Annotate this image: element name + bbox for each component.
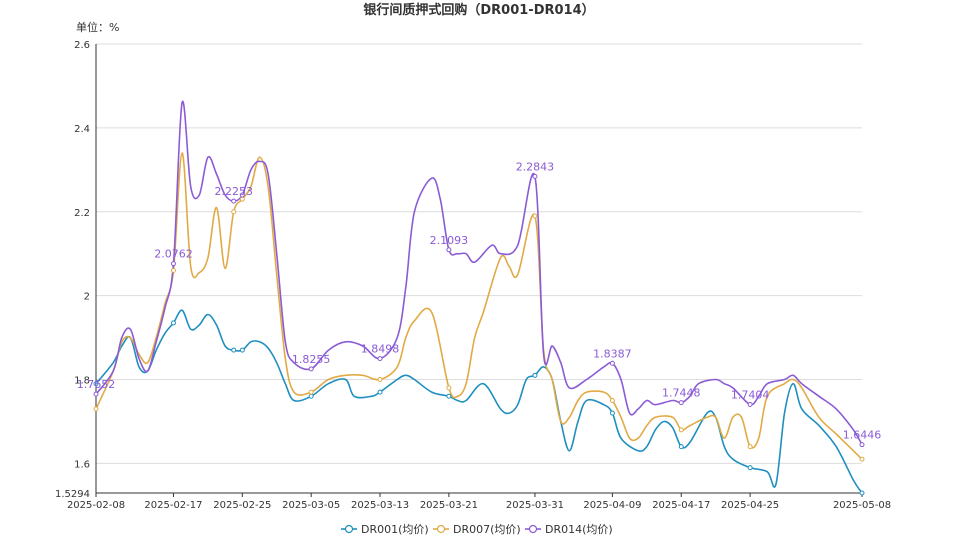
data-label: 1.6446: [843, 429, 882, 442]
data-label: 2.2253: [214, 185, 253, 198]
x-tick-label: 2025-03-21: [420, 500, 478, 511]
data-label: 1.8498: [361, 343, 400, 356]
data-point: [239, 347, 245, 353]
data-point: [678, 400, 684, 406]
data-point: [532, 372, 538, 378]
y-tick-label: 2.4: [74, 124, 90, 135]
data-point: [859, 442, 865, 448]
y-axis-tick-labels: 1.5294 1.6 1.8 2 2.2 2.4 2.6: [55, 40, 90, 500]
data-label: 1.7404: [731, 389, 770, 402]
data-point: [231, 347, 237, 353]
data-label: 2.0762: [154, 248, 193, 261]
legend-label: DR007(均价): [453, 523, 521, 536]
data-point: [446, 385, 452, 391]
x-tick-label: 2025-04-17: [652, 500, 710, 511]
data-point: [377, 356, 383, 362]
x-tick-label: 2025-04-09: [583, 500, 641, 511]
x-axis-tick-labels: 2025-02-08 2025-02-17 2025-02-25 2025-03-05…: [67, 500, 891, 511]
data-point: [170, 261, 176, 267]
data-point: [93, 406, 99, 412]
data-point: [678, 444, 684, 450]
legend-marker: [528, 524, 538, 534]
series-lines: [95, 100, 863, 494]
data-point: [609, 360, 615, 366]
series-line-2: [95, 152, 863, 460]
data-label: 1.8387: [593, 347, 632, 360]
data-point: [446, 393, 452, 399]
legend-item[interactable]: DR007(均价): [433, 523, 521, 536]
data-point: [170, 320, 176, 326]
data-label: 1.7652: [77, 378, 116, 391]
data-point: [747, 402, 753, 408]
data-point: [678, 427, 684, 433]
y-tick-label: 1.8: [74, 376, 90, 387]
data-point: [377, 377, 383, 383]
gridlines: [96, 43, 862, 464]
x-tick-label: 2025-02-17: [144, 500, 202, 511]
data-labels: 1.7652 2.0762 2.2253 1.8255 1.8498 2.1093 2.28…: [77, 160, 882, 441]
data-point: [308, 393, 314, 399]
unit-label: 单位：%: [76, 20, 119, 34]
legend-item[interactable]: DR014(均价): [525, 523, 613, 536]
data-point: [532, 213, 538, 219]
series-line-3: [95, 100, 863, 446]
x-tick-label: 2025-03-13: [351, 500, 409, 511]
y-tick-label: 2.2: [74, 208, 90, 219]
data-point: [231, 198, 237, 204]
legend-label: DR014(均价): [545, 523, 613, 536]
data-point: [532, 173, 538, 179]
data-point: [308, 366, 314, 372]
legend-marker: [344, 524, 354, 534]
x-tick-label: 2025-04-25: [721, 500, 779, 511]
x-tick-label: 2025-02-08: [67, 500, 125, 511]
data-point: [747, 444, 753, 450]
legend[interactable]: DR001(均价) DR007(均价) DR014(均价): [341, 523, 613, 536]
data-point: [747, 465, 753, 471]
legend-label: DR001(均价): [361, 523, 429, 536]
data-point: [609, 410, 615, 416]
data-label: 1.7448: [662, 387, 701, 400]
data-point: [308, 389, 314, 395]
x-tick-label: 2025-03-05: [282, 500, 340, 511]
y-tick-label: 1.5294: [55, 489, 90, 500]
legend-marker: [436, 524, 446, 534]
data-point: [93, 381, 99, 387]
x-tick-label: 2025-03-31: [506, 500, 564, 511]
data-point: [231, 209, 237, 215]
data-point: [446, 247, 452, 253]
chart-title: 银行间质押式回购（DR001-DR014）: [363, 2, 594, 18]
data-label: 2.2843: [516, 160, 555, 173]
data-point: [239, 192, 245, 198]
y-tick-label: 2.6: [74, 40, 90, 51]
axes: [95, 44, 863, 497]
data-point: [859, 490, 865, 496]
data-markers: [93, 173, 865, 496]
data-point: [609, 397, 615, 403]
data-label: 1.8255: [292, 353, 331, 366]
y-tick-label: 2: [84, 292, 90, 303]
data-label: 2.1093: [430, 234, 469, 247]
x-tick-label: 2025-02-25: [213, 500, 271, 511]
data-point: [93, 391, 99, 397]
legend-item[interactable]: DR001(均价): [341, 523, 429, 536]
data-point: [170, 267, 176, 273]
y-tick-label: 1.6: [74, 459, 90, 470]
data-point: [377, 389, 383, 395]
data-point: [859, 456, 865, 462]
x-tick-label: 2025-05-08: [833, 500, 891, 511]
